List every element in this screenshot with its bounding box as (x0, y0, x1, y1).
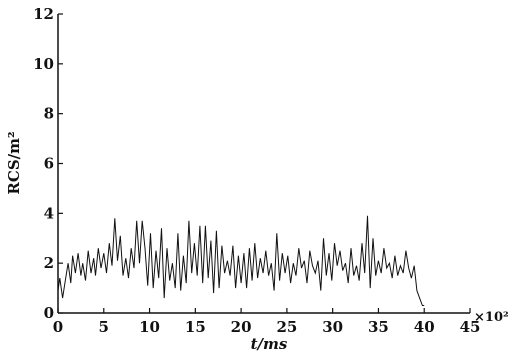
x-tick-label: 35 (368, 318, 389, 336)
y-tick-label: 6 (44, 155, 54, 173)
y-tick-label: 10 (33, 55, 54, 73)
x-tick-label: 20 (231, 318, 252, 336)
y-tick-label: 2 (44, 254, 54, 272)
series-line (57, 215, 425, 306)
x-ticks: 0 5 10 15 20 25 30 35 40 45 (53, 308, 481, 336)
y-tick-label: 4 (44, 204, 54, 222)
y-tick-label: 8 (44, 105, 54, 123)
x-axis-label: t/ms (251, 335, 288, 352)
x-tick-label: 30 (322, 318, 343, 336)
y-axis-label: RCS/m² (5, 131, 23, 194)
y-ticks: 0 2 4 6 8 10 12 (33, 5, 63, 322)
plot-area: 0 5 10 15 20 25 30 35 40 45 0 2 4 6 8 10 12 (33, 5, 480, 336)
x-multiplier-label: ×10² (474, 310, 509, 325)
x-tick-label: 5 (99, 318, 109, 336)
x-tick-label: 40 (414, 318, 435, 336)
x-tick-label: 25 (276, 318, 297, 336)
x-tick-label: 45 (460, 318, 481, 336)
x-tick-label: 10 (139, 318, 160, 336)
x-tick-label: 15 (185, 318, 206, 336)
x-tick-label: 0 (53, 318, 63, 336)
y-tick-label: 12 (33, 5, 54, 23)
y-tick-label: 0 (44, 304, 54, 322)
